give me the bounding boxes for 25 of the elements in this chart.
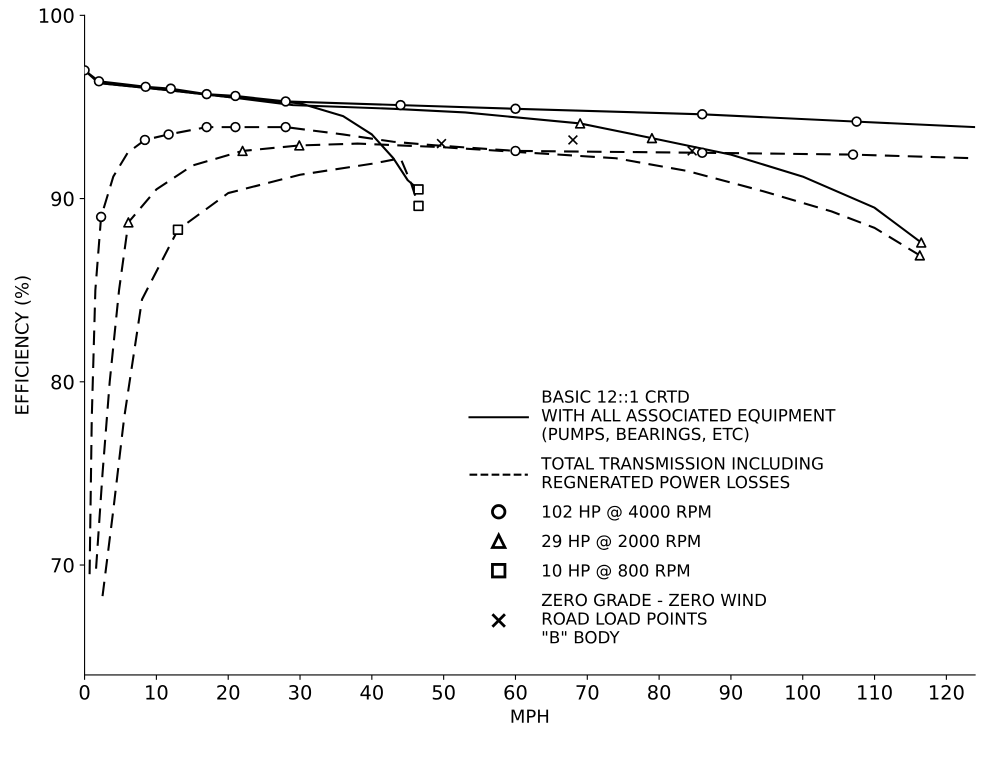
legend-label: TOTAL TRANSMISSION INCLUDING REGNERATED POWER LOSSES bbox=[541, 457, 823, 488]
legend-label: BASIC 12::1 CRTD WITH ALL ASSOCIATED EQUIPMENT (PUMPS, BEARINGS, ETC) bbox=[542, 390, 836, 442]
x-tick-label: 90 bbox=[720, 685, 742, 700]
x-tick-label: 60 bbox=[504, 685, 527, 700]
legend-label: 29 HP @ 2000 RPM bbox=[542, 534, 700, 550]
x-tick-label: 20 bbox=[217, 685, 240, 700]
x-tick-label: 80 bbox=[648, 685, 670, 700]
legend-label: 10 HP @ 800 RPM bbox=[543, 564, 690, 580]
y-tick-label: 80 bbox=[51, 374, 74, 390]
x-tick-label: 50 bbox=[432, 685, 455, 700]
x-tick-label: 100 bbox=[786, 685, 820, 700]
x-tick-label: 70 bbox=[576, 685, 598, 700]
x-tick-label: 30 bbox=[289, 685, 312, 700]
x-tick-label: 110 bbox=[858, 685, 892, 700]
x-tick-label: 120 bbox=[930, 685, 964, 700]
x-tick-label: 10 bbox=[146, 685, 168, 700]
y-tick-label: 90 bbox=[51, 192, 74, 206]
y-tick-label: 70 bbox=[52, 558, 74, 573]
x-tick-label: 0 bbox=[80, 685, 90, 700]
x-axis-title: MPH bbox=[512, 710, 548, 723]
y-tick-label: 100 bbox=[40, 8, 74, 24]
legend-label: 102 HP @ 4000 RPM bbox=[543, 505, 710, 520]
y-axis-title: EFFICIENCY (%) bbox=[14, 276, 31, 414]
legend-label: ZERO GRADE - ZERO WIND ROAD LOAD POINTS "B" BODY bbox=[542, 594, 766, 644]
x-tick-label: 40 bbox=[360, 685, 383, 700]
